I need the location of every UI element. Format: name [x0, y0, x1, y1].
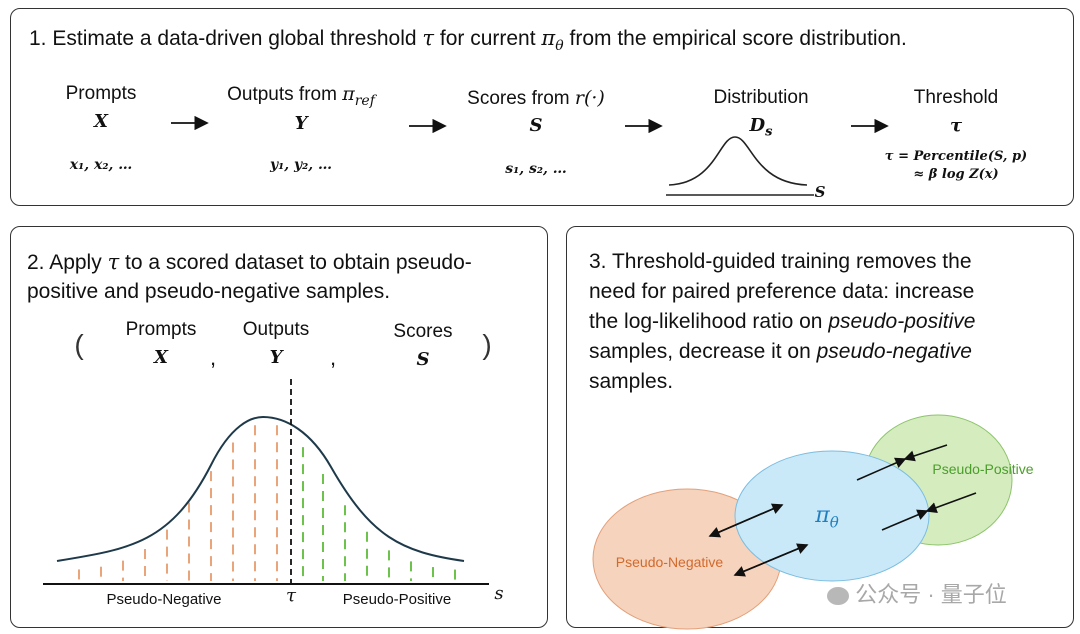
- panel3-line3-italic: pseudo-positive: [828, 310, 976, 333]
- panel3-line2: need for paired preference data: increas…: [589, 280, 975, 303]
- threshold-formula-2: ≈ β log Z(x): [913, 167, 999, 182]
- outputs-label-ref: ref: [354, 92, 375, 109]
- distribution-curve-graphic: [666, 136, 814, 196]
- scores-symbol: S: [529, 115, 543, 136]
- arrow-from-positive-2: [925, 492, 977, 513]
- outputs-label-text: Outputs from: [227, 84, 343, 105]
- panel3-line3: the log-likelihood ratio on pseudo-posit…: [589, 307, 975, 337]
- panel3-line3-text: the log-likelihood ratio on: [589, 310, 829, 333]
- tuple-outputs-label: Outputs: [242, 319, 310, 340]
- tuple-outputs-symbol: Y: [269, 347, 283, 368]
- outputs-label-pi: π: [342, 83, 355, 105]
- policy-symbol-theta: θ: [829, 513, 839, 532]
- outputs-samples: y₁, y₂, …: [269, 157, 333, 173]
- watermark: 公众号 · 量子位: [782, 577, 1052, 609]
- close-paren: ): [482, 329, 492, 360]
- panel2-title-line1: 2. Apply τ to a scored dataset to obtain…: [27, 247, 472, 278]
- panel1-title-tau: τ: [422, 26, 435, 50]
- panel-threshold-estimation: 1. Estimate a data-driven global thresho…: [10, 8, 1074, 206]
- scores-samples: s₁, s₂, …: [505, 161, 567, 177]
- threshold-symbol: τ: [949, 115, 963, 136]
- prompts-label: Prompts: [65, 83, 137, 104]
- tuple-comma-2: ,: [329, 345, 337, 370]
- panel1-title-pi: π: [541, 26, 556, 50]
- policy-symbol: πθ: [807, 503, 847, 531]
- tuple-comma-1: ,: [209, 345, 217, 370]
- arrow-negative-bidir-1b: [709, 503, 784, 537]
- pseudo-negative-dashes: [78, 425, 278, 581]
- arrow-negative-bidir-2b: [734, 543, 809, 576]
- panel1-title-post: from the empirical score distribution.: [563, 27, 907, 50]
- policy-symbol-pi: π: [815, 503, 830, 528]
- distribution-symbol: Ds: [711, 115, 811, 140]
- tuple-scores-label: Scores: [393, 321, 453, 342]
- wechat-icon: [827, 587, 850, 606]
- panel2-title-post: to a scored dataset to obtain pseudo-: [119, 251, 472, 274]
- scores-label: Scores from r(·): [441, 87, 631, 110]
- arrow-to-positive-2: [881, 509, 929, 531]
- pseudo-positive-ellipse-label: Pseudo-Positive: [932, 461, 1034, 477]
- training-ellipses-diagram: [592, 414, 1013, 630]
- pseudo-negative-ellipse-label: Pseudo-Negative: [615, 554, 724, 570]
- tuple-prompts-label: Prompts: [125, 319, 197, 340]
- distribution-symbol-d: D: [749, 115, 766, 136]
- panel2-title-pre: 2. Apply: [27, 251, 108, 274]
- policy-ellipse: [734, 450, 930, 582]
- panel3-line1: 3. Threshold-guided training removes the: [589, 250, 972, 273]
- tuple-prompts-symbol: X: [154, 347, 168, 368]
- panel2-title-line2: positive and pseudo-negative samples.: [27, 280, 391, 303]
- panel3-line5: samples.: [589, 370, 674, 393]
- pipeline-arrows: [171, 115, 889, 134]
- scores-label-r: r(·): [574, 87, 605, 109]
- panel1-title-mid: for current: [434, 27, 542, 50]
- score-distribution-plot: [43, 379, 489, 585]
- pseudo-positive-label: Pseudo-Positive: [342, 591, 452, 608]
- panel3-line4: samples, decrease it on pseudo-negative: [589, 337, 972, 367]
- score-bell-curve: [56, 415, 465, 562]
- panel3-line4-text: samples, decrease it on: [589, 340, 817, 363]
- panel3-line4-italic: pseudo-negative: [816, 340, 972, 363]
- arrow-from-positive-1: [903, 444, 948, 462]
- panel-threshold-training: 3. Threshold-guided training removes the…: [566, 226, 1074, 630]
- scores-label-text: Scores from: [467, 88, 575, 109]
- threshold-tau-label: τ: [286, 585, 296, 606]
- prompts-samples: x₁, x₂, …: [69, 157, 133, 173]
- panel2-title-tau: τ: [107, 250, 120, 274]
- pseudo-positive-dashes: [302, 447, 456, 581]
- distribution-axis-label: S: [814, 183, 826, 201]
- prompts-symbol: X: [94, 111, 108, 132]
- outputs-label: Outputs from πref: [201, 83, 401, 109]
- threshold-label: Threshold: [913, 87, 999, 108]
- panel1-title: 1. Estimate a data-driven global thresho…: [29, 23, 907, 61]
- panel-apply-threshold: 2. Apply τ to a scored dataset to obtain…: [10, 226, 548, 628]
- tuple-scores-symbol: S: [416, 349, 430, 370]
- distribution-symbol-sub: s: [765, 124, 773, 140]
- threshold-formula-1: τ = Percentile(S, p): [884, 149, 1028, 164]
- score-axis-label: s: [494, 583, 504, 604]
- watermark-text: 公众号 · 量子位: [855, 582, 1007, 607]
- outputs-symbol: Y: [294, 113, 308, 134]
- pseudo-negative-label: Pseudo-Negative: [106, 591, 222, 608]
- bell-curve: [668, 136, 808, 186]
- arrow-to-positive-1: [856, 457, 907, 481]
- open-paren: (: [74, 329, 84, 360]
- panel1-title-text: 1. Estimate a data-driven global thresho…: [29, 27, 423, 50]
- panel1-title-theta: θ: [555, 38, 564, 55]
- distribution-label: Distribution: [713, 87, 809, 108]
